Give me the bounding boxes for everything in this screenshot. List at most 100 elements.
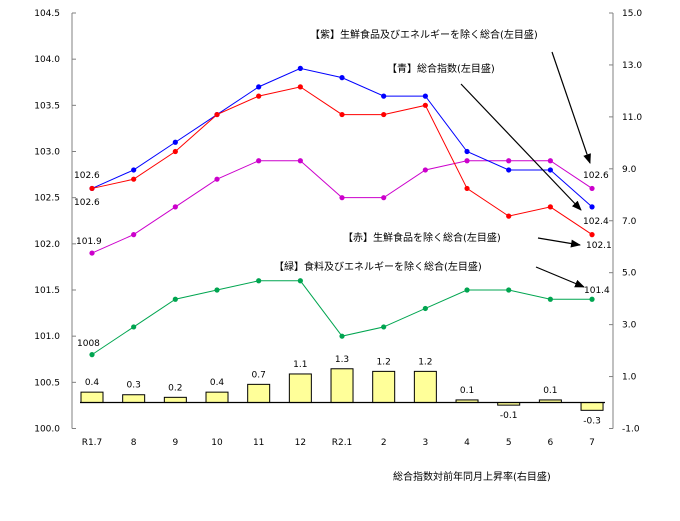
left-axis-tick-label: 104.5	[34, 9, 60, 19]
data-point	[89, 250, 95, 256]
bar-value-label: 0.7	[252, 370, 266, 380]
data-point	[214, 176, 220, 182]
data-point	[589, 296, 595, 302]
data-point	[547, 167, 553, 173]
x-axis-category-label: 9	[172, 438, 178, 448]
data-point	[506, 158, 512, 164]
data-point	[422, 102, 428, 108]
data-point	[131, 324, 137, 330]
data-point	[256, 158, 262, 164]
left-axis-tick-label: 102.0	[34, 240, 60, 250]
data-point	[589, 204, 595, 210]
right-axis-tick-label: 11.0	[622, 113, 642, 123]
line-series	[89, 65, 595, 358]
left-axis-tick-label: 103.5	[34, 101, 60, 111]
left-axis-tick-label: 101.5	[34, 286, 60, 296]
right-axis-tick-label: 5.0	[622, 269, 637, 279]
data-point	[464, 287, 470, 293]
bar-value-label: 1.1	[293, 360, 307, 370]
series-start-label: 1008	[77, 339, 100, 349]
series-start-label: 101.9	[76, 237, 102, 247]
bar-value-label: 0.3	[127, 381, 141, 391]
bar-value-label: 0.4	[85, 378, 100, 388]
bar-value-label: 1.3	[335, 355, 349, 365]
data-point	[464, 185, 470, 192]
bar-value-label: 1.2	[377, 357, 391, 367]
data-point	[89, 185, 95, 192]
bar-value-label: -0.1	[500, 411, 518, 421]
axes: 104.5 104.0 103.5 103.0 102.5 102.0 101.5 10 1.0…	[34, 9, 642, 448]
x-axis-category-label: 11	[253, 438, 264, 448]
series-end-label: 101.4	[584, 286, 610, 296]
series-annotation-label: 【紫】生鮮食品及びエネルギーを除く総合(左目盛)	[310, 28, 538, 41]
bar-value-label: 0.1	[460, 386, 474, 396]
data-point	[172, 148, 178, 155]
data-point	[381, 111, 387, 118]
annotation-arrow-icon	[537, 237, 581, 248]
bar	[288, 373, 312, 404]
data-point	[589, 185, 595, 192]
series-annotation-label: 【緑】食料及びエネルギーを除く総合(左目盛)	[274, 260, 482, 273]
right-axis-tick-label: 7.0	[622, 217, 637, 227]
series-start-label: 102.6	[74, 198, 100, 208]
data-point	[297, 65, 303, 71]
data-point	[214, 111, 220, 118]
data-point	[464, 148, 470, 155]
bar-value-label: 1.2	[418, 357, 432, 367]
left-axis-tick-label: 103.0	[34, 148, 60, 158]
annotation-arrow-icon	[535, 266, 585, 288]
bar	[330, 368, 354, 404]
data-point	[422, 167, 428, 173]
data-point	[297, 158, 303, 164]
data-labels: 0.4 0.3 0.2 0.4 0.7 1.1 1.3 1.2 1.2 0.1 -0.1 0.1 -0.…	[74, 171, 612, 426]
left-axis-tick-label: 102.5	[34, 194, 60, 204]
x-axis-category-label: 12	[295, 438, 306, 448]
x-axis-category-label: 6	[548, 438, 554, 448]
series-end-label: 102.1	[586, 241, 612, 251]
right-axis-tick-label: 9.0	[622, 165, 637, 175]
data-point	[297, 278, 303, 284]
x-axis-category-label: R1.7	[82, 438, 103, 448]
bar	[163, 396, 187, 404]
right-axis-tick-label: 1.0	[622, 373, 637, 383]
annotation-arrow-icon	[551, 51, 591, 164]
data-point	[506, 213, 512, 219]
bar-value-label: 0.1	[543, 386, 557, 396]
data-point	[506, 167, 512, 173]
x-axis-category-label: 4	[464, 438, 470, 448]
annotations: 【紫】生鮮食品及びエネルギーを除く総合(左目盛) 【青】総合指数(左目盛) 【赤】生…	[274, 28, 591, 288]
data-point	[172, 296, 178, 302]
data-point	[256, 278, 262, 284]
data-point	[172, 139, 178, 145]
data-point	[422, 305, 428, 312]
right-axis-tick-label: 3.0	[622, 321, 637, 331]
bar	[80, 391, 104, 404]
data-point	[547, 296, 553, 302]
x-axis-category-label: 10	[211, 438, 223, 448]
data-point	[256, 93, 262, 99]
data-point	[89, 352, 95, 358]
data-point	[547, 158, 553, 164]
left-axis-tick-label: 100.5	[34, 378, 60, 388]
bar-value-label: -0.3	[583, 416, 601, 426]
bar	[413, 370, 437, 404]
x-axis-category-label: 5	[506, 438, 512, 448]
x-axis-category-label: 3	[422, 438, 428, 448]
bar	[580, 402, 604, 411]
data-point	[339, 333, 345, 339]
line-series-00A550	[91, 280, 593, 356]
data-point	[339, 195, 345, 201]
x-axis-category-label: R2.1	[332, 438, 353, 448]
data-point	[297, 84, 303, 90]
data-point	[131, 176, 137, 182]
data-point	[339, 111, 345, 118]
data-point	[381, 93, 387, 99]
series-end-label: 102.6	[583, 171, 609, 181]
left-axis-tick-label: 104.0	[34, 55, 60, 65]
data-point	[339, 75, 345, 81]
series-end-label: 102.4	[583, 217, 609, 227]
line-series-0000FF	[91, 67, 593, 208]
bar	[122, 394, 146, 404]
bar-axis-caption: 総合指数対前年同月上昇率(右目盛)	[393, 470, 551, 483]
